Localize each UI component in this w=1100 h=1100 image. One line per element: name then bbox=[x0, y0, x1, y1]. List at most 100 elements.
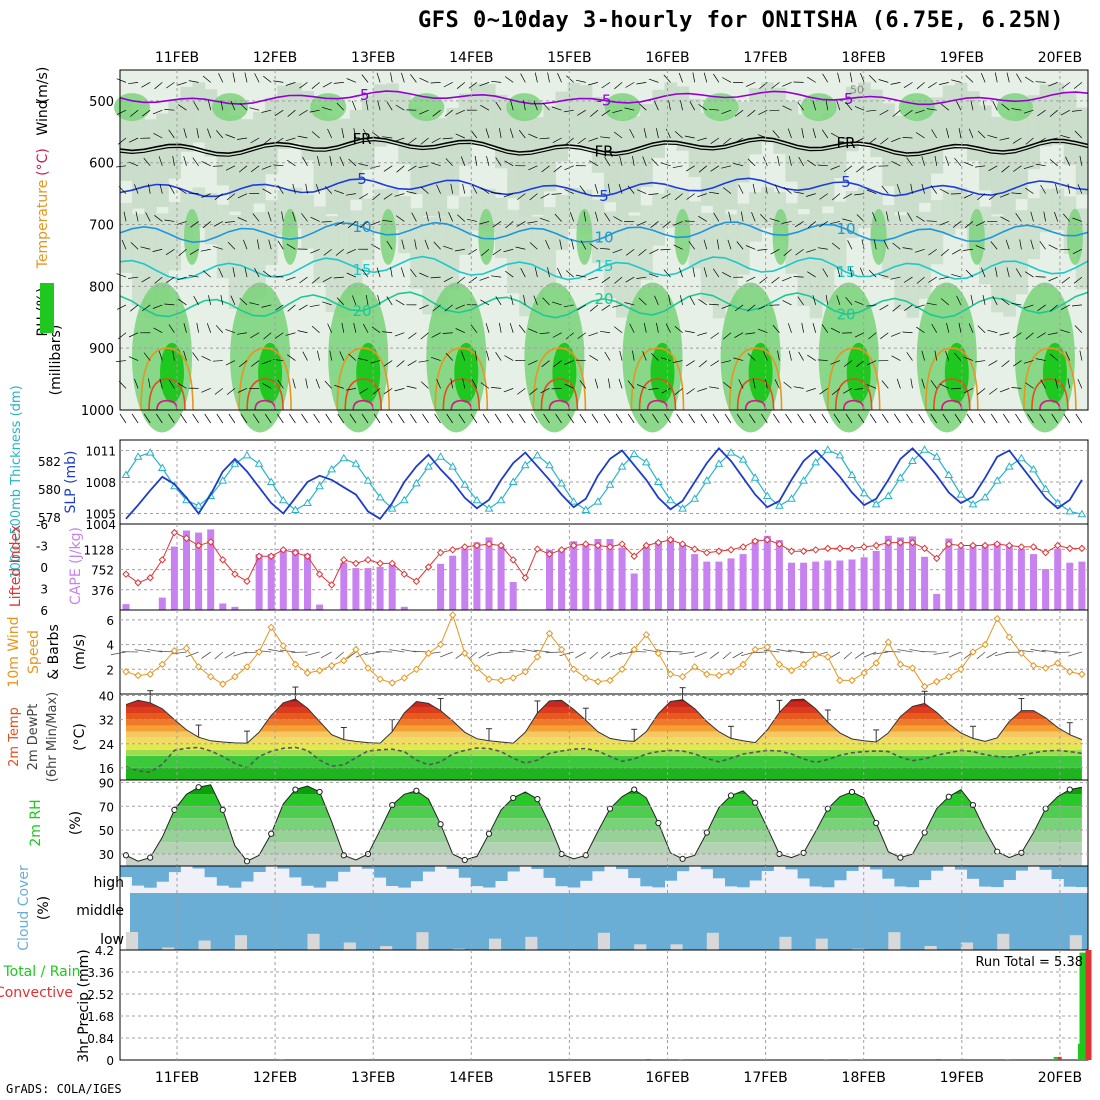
wind10m-speed-marker bbox=[219, 680, 227, 688]
wind-barb bbox=[353, 128, 357, 139]
wind-barb bbox=[668, 100, 671, 111]
wind-barb bbox=[921, 156, 925, 166]
rh2m-marker bbox=[606, 805, 614, 812]
thickness-marker bbox=[533, 450, 542, 459]
wind10m-speed-marker bbox=[957, 665, 965, 674]
cloud-high-cell bbox=[337, 866, 351, 872]
wind-barb bbox=[212, 360, 223, 362]
wind-barb bbox=[661, 388, 671, 394]
wind-barb bbox=[358, 358, 369, 361]
rh2m-marker bbox=[679, 855, 686, 862]
temperature-contour-25 bbox=[1023, 347, 1077, 411]
temp2m-axis-label: 2m Temp bbox=[7, 707, 22, 767]
wind-barb bbox=[172, 155, 175, 166]
rh-shade bbox=[434, 118, 448, 217]
thickness-marker bbox=[617, 462, 627, 470]
thickness-marker bbox=[230, 459, 240, 467]
rh-shade bbox=[337, 118, 351, 219]
wind-barb bbox=[394, 193, 405, 197]
wind-axis-label: Wind bbox=[35, 100, 51, 135]
wind-barb bbox=[470, 324, 478, 333]
rh2m-unit-label: (%) bbox=[68, 811, 84, 835]
wind-barb bbox=[830, 221, 840, 225]
cloud-low-gap bbox=[997, 933, 1010, 950]
wind10m-speed-marker bbox=[158, 660, 167, 669]
wind10m-speed-marker bbox=[896, 660, 905, 669]
rh-shade bbox=[640, 205, 653, 281]
rh-moist-core bbox=[454, 342, 479, 403]
wind-barb bbox=[604, 351, 611, 361]
date-label-bottom: 20FEB bbox=[1038, 1070, 1082, 1086]
wind-barb bbox=[988, 388, 998, 395]
thickness-tick-label: 578 bbox=[38, 511, 61, 525]
lifted-index-tick-label: 3 bbox=[40, 583, 48, 597]
lifted-index-marker bbox=[243, 577, 251, 586]
rh-moist-cell bbox=[968, 208, 985, 265]
wind-barb bbox=[939, 188, 949, 194]
wind-barb bbox=[128, 332, 139, 338]
thickness-marker bbox=[896, 473, 905, 481]
thickness-marker bbox=[714, 459, 724, 467]
wind-barb bbox=[420, 137, 429, 145]
wind-barb bbox=[822, 268, 829, 278]
wind-barb bbox=[934, 155, 938, 166]
wind-barb bbox=[250, 137, 260, 144]
wind-barb bbox=[697, 137, 707, 142]
thickness-marker bbox=[460, 480, 470, 488]
rh-shade bbox=[410, 208, 423, 289]
lifted-index-marker bbox=[521, 574, 530, 582]
wind10m-speed-marker bbox=[678, 672, 687, 681]
rh-shade bbox=[349, 109, 363, 200]
wind-barb bbox=[601, 109, 611, 117]
lifted-index-marker bbox=[376, 559, 384, 568]
wind-barb bbox=[999, 332, 1010, 336]
precip-total-bar bbox=[823, 1059, 828, 1060]
wind-barb bbox=[164, 109, 175, 111]
cloud-high-cell bbox=[833, 866, 847, 881]
wind-barb bbox=[988, 193, 998, 200]
wind10m-speed-marker bbox=[473, 664, 481, 672]
wind-barb bbox=[837, 267, 841, 278]
thickness-marker bbox=[157, 463, 167, 471]
slp-tick-label: 1004 bbox=[85, 518, 116, 532]
wind-barb-surface bbox=[882, 413, 889, 424]
cape-bar bbox=[376, 567, 384, 610]
cape-bar bbox=[957, 547, 965, 610]
temperature-contour bbox=[119, 136, 1089, 155]
wind-barb bbox=[940, 249, 950, 256]
rh2m-marker bbox=[534, 796, 541, 803]
wind-barb bbox=[317, 350, 320, 361]
wind-barb bbox=[686, 360, 695, 367]
wind-barb bbox=[599, 247, 611, 250]
wind-barb bbox=[154, 82, 163, 90]
wind-barb bbox=[843, 360, 853, 367]
cloud-high-cell bbox=[543, 866, 557, 878]
rh-shade bbox=[700, 112, 714, 206]
wind-barb bbox=[831, 388, 841, 395]
wind-barb bbox=[632, 350, 635, 361]
wind-barb bbox=[419, 272, 429, 278]
wind-barb-surface bbox=[567, 413, 574, 424]
wind-barb bbox=[208, 295, 212, 305]
wind-barb bbox=[218, 267, 224, 278]
rh-shade bbox=[894, 115, 907, 212]
wind-barb bbox=[643, 128, 647, 139]
wind-barb bbox=[854, 388, 865, 390]
wind-barb bbox=[273, 80, 284, 83]
lifted-index-marker bbox=[146, 574, 154, 582]
precip-convective-bar bbox=[827, 1059, 832, 1060]
temperature-contour-label: -5 bbox=[839, 90, 854, 108]
cloud-row-label-middle: middle bbox=[76, 903, 124, 919]
cloud-high-cell bbox=[204, 866, 218, 878]
wind-barb bbox=[277, 185, 284, 194]
thickness-marker bbox=[847, 470, 857, 478]
thickness-marker bbox=[363, 476, 373, 484]
rh2m-marker bbox=[340, 852, 347, 859]
rh2m-marker bbox=[122, 852, 130, 859]
wind10m-speed-marker bbox=[630, 645, 638, 654]
rh-moist-core bbox=[650, 342, 675, 403]
wind-barb bbox=[227, 241, 236, 250]
wind-barb bbox=[383, 360, 393, 367]
precip-total-bar bbox=[1053, 1056, 1058, 1060]
wind-barb bbox=[450, 378, 454, 389]
